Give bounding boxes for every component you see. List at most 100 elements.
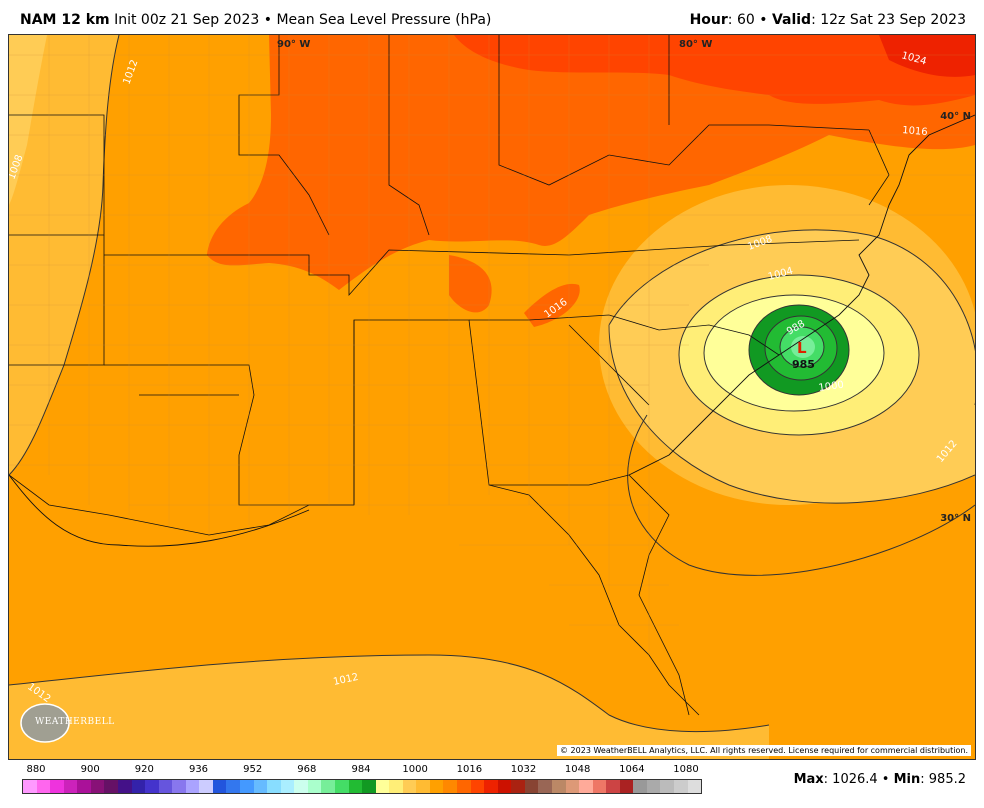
legend-swatch: [579, 780, 593, 793]
legend-swatch: [362, 780, 376, 793]
logo-globe-icon: [20, 703, 70, 743]
logo-text: WEATHERBELL: [35, 717, 115, 727]
low-value: 985: [792, 358, 815, 371]
legend-swatch: [334, 780, 349, 793]
legend-swatch: [497, 780, 512, 793]
legend-swatch: [511, 780, 525, 793]
header-bar: NAM 12 km Init 00z 21 Sep 2023 • Mean Se…: [0, 0, 984, 34]
legend-swatch: [389, 780, 403, 793]
legend-swatch: [592, 780, 607, 793]
legend-swatch: [199, 780, 213, 793]
legend-swatch: [321, 780, 335, 793]
legend-tick-label: 968: [297, 764, 317, 775]
legend-tick-label: 920: [134, 764, 154, 775]
legend-swatch: [443, 780, 457, 793]
field-name: Mean Sea Level Pressure (hPa): [276, 12, 492, 28]
longitude-label: 80° W: [679, 39, 712, 50]
contour-label: 1016: [902, 125, 928, 138]
longitude-label: 90° W: [277, 39, 310, 50]
legend-swatch: [280, 780, 295, 793]
legend-tick-label: 936: [188, 764, 209, 775]
legend-swatch: [538, 780, 552, 793]
hour-value: : 60: [727, 12, 755, 28]
legend-swatch: [145, 780, 159, 793]
legend-tick-label: 1032: [510, 764, 537, 775]
legend-tick-label: 1048: [564, 764, 591, 775]
field-1004-west: [9, 35, 47, 205]
field-1016-blob: [449, 255, 492, 313]
legend-swatch: [226, 780, 240, 793]
legend-colorbar: [22, 779, 702, 794]
legend-swatch: [470, 780, 485, 793]
county-lines: [9, 35, 975, 655]
isobars: [9, 35, 975, 733]
legend-swatch: [524, 780, 539, 793]
field-1020-band: [454, 35, 975, 106]
legend-ticks: 880 900 920 936 952 968 984 1000 1016 1032 1048 106…: [22, 764, 702, 778]
stats-separator: •: [877, 772, 894, 787]
legend-swatch: [158, 780, 173, 793]
color-legend: 880 900 920 936 952 968 984 1000 1016 1032 1048 106…: [22, 764, 702, 804]
bullet: •: [263, 12, 272, 28]
legend-swatch: [253, 780, 268, 793]
legend-swatch: [416, 780, 430, 793]
legend-swatch: [674, 780, 688, 793]
max-min-stats: Max: 1026.4 • Min: 985.2: [794, 772, 966, 787]
low-symbol: L: [797, 339, 807, 357]
legend-tick-label: 1080: [673, 764, 699, 775]
header-valid: Hour: 60 • Valid: 12z Sat 23 Sep 2023: [690, 12, 966, 28]
max-label: Max: [793, 772, 824, 787]
valid-value: : 12z Sat 23 Sep 2023: [811, 12, 966, 28]
legend-swatch: [90, 780, 105, 793]
legend-swatch: [402, 780, 417, 793]
legend-swatch: [606, 780, 620, 793]
legend-swatch: [36, 780, 51, 793]
legend-swatch: [307, 780, 322, 793]
valid-label: Valid: [771, 12, 812, 28]
legend-tick-label: 1064: [619, 764, 645, 775]
legend-swatch: [660, 780, 674, 793]
legend-swatch: [240, 780, 254, 793]
legend-swatch: [267, 780, 281, 793]
legend-swatch: [104, 780, 118, 793]
east-coastline: [628, 114, 975, 476]
legend-swatch: [77, 780, 91, 793]
weatherbell-logo: WEATHERBELL: [15, 701, 114, 747]
legend-swatch: [457, 780, 471, 793]
legend-swatch: [348, 780, 363, 793]
legend-swatch: [23, 780, 37, 793]
legend-tick-label: 900: [80, 764, 100, 775]
legend-swatch: [429, 780, 444, 793]
latitude-label: 40° N: [940, 111, 971, 122]
contour-label: 1012: [332, 672, 359, 688]
min-label: Min: [893, 772, 921, 787]
legend-swatch: [212, 780, 227, 793]
map-canvas: 1012 1008 1008 1004 1016 1016 1012 1012 …: [9, 35, 975, 759]
legend-tick-label: 880: [26, 764, 46, 775]
contour-label: 1000: [818, 380, 845, 394]
legend-tick-label: 1016: [456, 764, 483, 775]
legend-swatch: [565, 780, 580, 793]
legend-swatch: [185, 780, 200, 793]
legend-swatch: [131, 780, 146, 793]
legend-swatch: [50, 780, 64, 793]
header-title: NAM 12 km Init 00z 21 Sep 2023 • Mean Se…: [20, 12, 491, 28]
min-value: : 985.2: [920, 772, 966, 787]
legend-swatch: [375, 780, 390, 793]
legend-swatch: [294, 780, 308, 793]
legend-swatch: [63, 780, 78, 793]
field-1016-ridge: [524, 283, 580, 327]
copyright-notice: © 2023 WeatherBELL Analytics, LLC. All r…: [557, 745, 971, 756]
bullet: •: [759, 12, 768, 28]
latitude-label: 30° N: [940, 513, 971, 524]
legend-swatch: [551, 780, 566, 793]
legend-tick-label: 1000: [402, 764, 428, 775]
legend-swatch: [484, 780, 498, 793]
legend-tick-label: 984: [351, 764, 371, 775]
legend-swatch: [687, 780, 702, 793]
max-value: : 1026.4: [823, 772, 878, 787]
field-985-low: [791, 336, 815, 358]
model-name: NAM 12 km: [20, 12, 110, 28]
legend-swatch: [646, 780, 661, 793]
legend-swatch: [619, 780, 634, 793]
